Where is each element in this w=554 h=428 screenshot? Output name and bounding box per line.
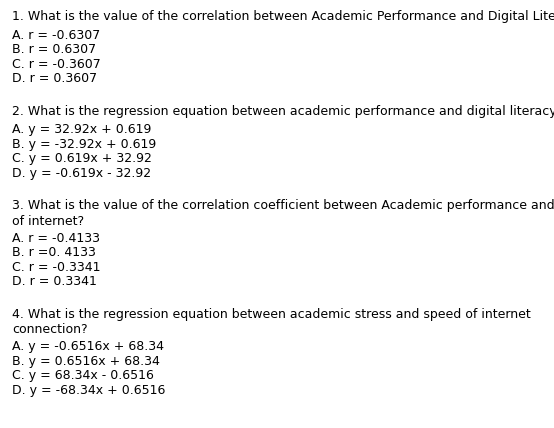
Text: D. r = 0.3341: D. r = 0.3341: [12, 275, 97, 288]
Text: B. y = -32.92x + 0.619: B. y = -32.92x + 0.619: [12, 138, 156, 151]
Text: C. r = -0.3607: C. r = -0.3607: [12, 58, 101, 71]
Text: A. y = 32.92x + 0.619: A. y = 32.92x + 0.619: [12, 123, 151, 136]
Text: of internet?: of internet?: [12, 215, 84, 228]
Text: A. y = -0.6516x + 68.34: A. y = -0.6516x + 68.34: [12, 340, 164, 353]
Text: D. r = 0.3607: D. r = 0.3607: [12, 72, 97, 85]
Text: D. y = -0.619x - 32.92: D. y = -0.619x - 32.92: [12, 166, 151, 180]
Text: 1. What is the value of the correlation between Academic Performance and Digital: 1. What is the value of the correlation …: [12, 10, 554, 23]
Text: A. r = -0.4133: A. r = -0.4133: [12, 232, 100, 245]
Text: C. y = 68.34x - 0.6516: C. y = 68.34x - 0.6516: [12, 369, 154, 382]
Text: 3. What is the value of the correlation coefficient between Academic performance: 3. What is the value of the correlation …: [12, 199, 554, 212]
Text: B. y = 0.6516x + 68.34: B. y = 0.6516x + 68.34: [12, 355, 160, 368]
Text: 4. What is the regression equation between academic stress and speed of internet: 4. What is the regression equation betwe…: [12, 308, 531, 321]
Text: B. r =0. 4133: B. r =0. 4133: [12, 246, 96, 259]
Text: 2. What is the regression equation between academic performance and digital lite: 2. What is the regression equation betwe…: [12, 104, 554, 118]
Text: B. r = 0.6307: B. r = 0.6307: [12, 43, 96, 56]
Text: C. y = 0.619x + 32.92: C. y = 0.619x + 32.92: [12, 152, 152, 165]
Text: A. r = -0.6307: A. r = -0.6307: [12, 29, 100, 42]
Text: D. y = -68.34x + 0.6516: D. y = -68.34x + 0.6516: [12, 384, 166, 397]
Text: C. r = -0.3341: C. r = -0.3341: [12, 261, 100, 274]
Text: connection?: connection?: [12, 323, 88, 336]
